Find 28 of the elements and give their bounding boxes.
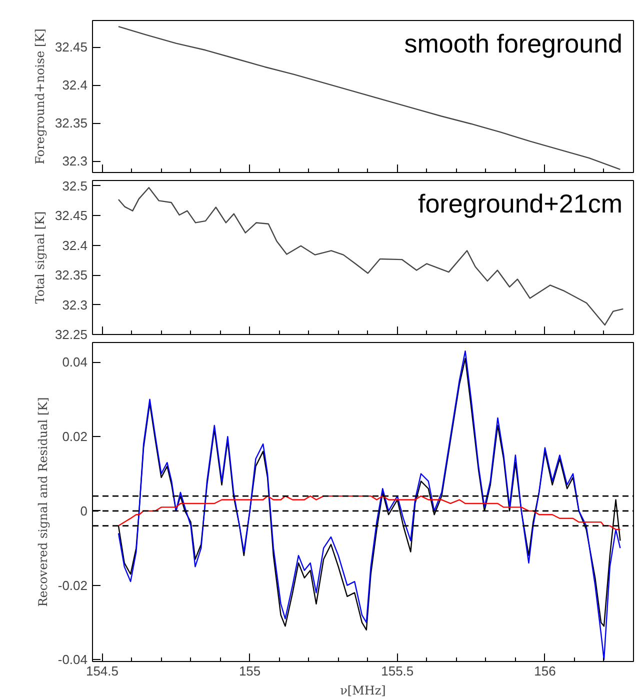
annotation: foreground+21cm: [418, 188, 623, 218]
x-tick-label: 155.5: [381, 664, 414, 678]
y-tick-label: 32.35: [54, 268, 88, 283]
x-tick-label: 154.5: [86, 664, 119, 678]
y-axis-title: Total signal [K]: [32, 211, 47, 304]
y-axis-title: Foreground+noise [K]: [32, 28, 47, 164]
y-tick-label: -0.02: [58, 578, 88, 593]
x-tick-label: 156: [534, 664, 556, 678]
y-tick-label: 0.04: [62, 354, 88, 370]
y-tick-label: 32.5: [62, 178, 88, 194]
line-series: [118, 187, 624, 326]
line-series: [118, 495, 621, 530]
line-series: [118, 26, 621, 170]
y-tick-label: -0.04: [58, 652, 88, 668]
y-tick-label: 0: [80, 503, 88, 518]
x-axis-title: ν[MHz]: [340, 684, 386, 698]
y-tick-label: 32.45: [54, 208, 88, 224]
y-tick-label: 32.4: [62, 238, 88, 253]
y-tick-label: 32.3: [62, 297, 88, 312]
y-tick-label: 0.02: [62, 429, 88, 444]
y-tick-label: 32.3: [62, 154, 88, 169]
x-tick-label: 155: [238, 664, 261, 678]
y-axis-title: Recovered signal and Residual [K]: [36, 397, 50, 607]
y-tick-label: 32.4: [62, 78, 88, 93]
y-tick-label: 32.45: [54, 40, 88, 55]
annotation: smooth foreground: [404, 28, 623, 58]
y-tick-label: 32.35: [54, 116, 88, 131]
y-tick-label: 32.25: [54, 327, 88, 342]
